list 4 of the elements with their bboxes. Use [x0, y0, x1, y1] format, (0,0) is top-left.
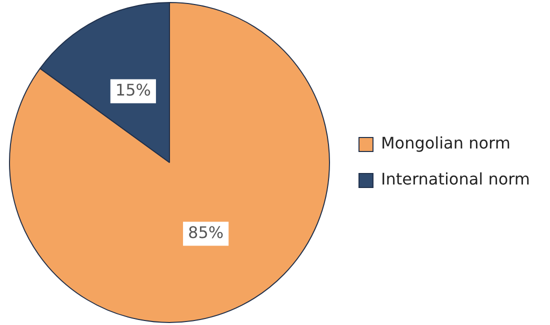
legend-label: International norm [380, 170, 530, 189]
legend-label: Mongolian norm [380, 134, 510, 153]
data-label: 85% [188, 222, 224, 242]
data-label: 15% [115, 80, 151, 100]
